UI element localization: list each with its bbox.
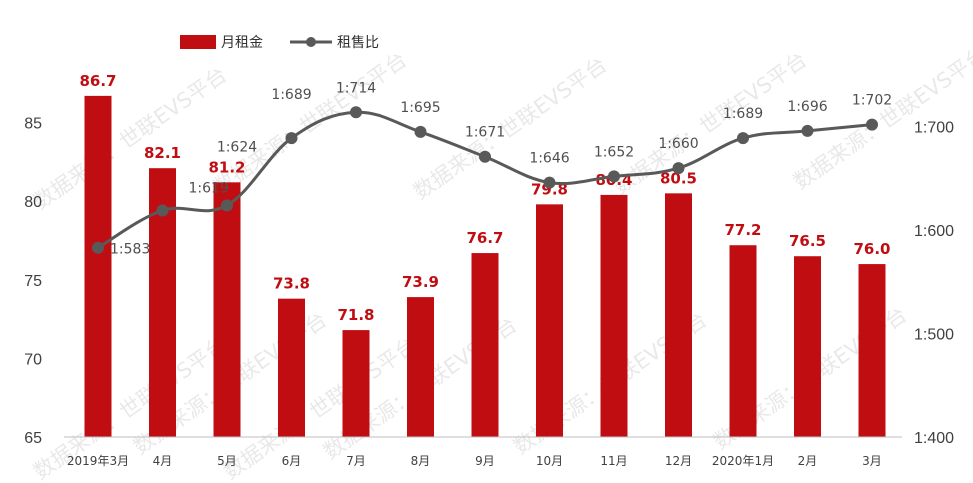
- x-tick-label: 9月: [475, 454, 495, 468]
- ratio-point: [221, 199, 233, 212]
- bar: [858, 264, 886, 437]
- x-tick-label: 6月: [282, 454, 302, 468]
- bar-value-label: 73.9: [402, 273, 439, 291]
- bar: [536, 204, 563, 437]
- left-tick-label: 80: [24, 194, 42, 211]
- bar-value-label: 76.0: [853, 240, 890, 258]
- bar: [213, 182, 241, 437]
- bar-value-label: 73.8: [273, 275, 310, 293]
- ratio-point: [350, 106, 362, 119]
- bar-value-label: 71.8: [337, 306, 374, 324]
- x-tick-label: 8月: [411, 454, 431, 468]
- right-tick-label: 1:400: [914, 430, 954, 447]
- bar-value-label: 80.5: [660, 169, 697, 187]
- bar-value-label: 76.7: [466, 229, 503, 247]
- ratio-point: [156, 204, 169, 217]
- bar: [407, 297, 434, 437]
- bar-value-label: 86.7: [79, 72, 116, 90]
- x-tick-label: 2月: [798, 454, 818, 468]
- ratio-point: [737, 132, 749, 145]
- bar: [665, 193, 692, 437]
- legend-bar-swatch: [180, 35, 216, 49]
- x-tick-label: 7月: [346, 454, 366, 468]
- left-tick-label: 75: [24, 273, 42, 290]
- right-tick-label: 1:600: [914, 223, 954, 240]
- x-tick-label: 5月: [217, 454, 237, 468]
- bar: [729, 245, 757, 437]
- legend-bar-label: 月租金: [221, 35, 263, 51]
- right-tick-label: 1:500: [914, 327, 954, 344]
- x-tick-label: 2020年1月: [712, 454, 774, 468]
- x-tick-label: 12月: [665, 454, 692, 468]
- left-tick-label: 85: [24, 116, 42, 133]
- bar: [794, 256, 821, 437]
- bar-value-labels: 86.782.181.273.871.873.976.779.880.480.5…: [79, 72, 890, 324]
- legend-line-label: 租售比: [337, 35, 379, 51]
- bar-value-label: 77.2: [724, 221, 761, 239]
- right-axis: 1:400 1:500 1:600 1:700: [914, 120, 954, 447]
- ratio-value-label: 1:689: [271, 87, 311, 103]
- ratio-value-label: 1:619: [189, 181, 229, 197]
- ratio-point: [801, 124, 814, 137]
- ratio-value-label: 1:702: [852, 93, 892, 109]
- ratio-value-label: 1:660: [658, 136, 698, 152]
- bar-value-label: 76.5: [789, 232, 826, 250]
- ratio-point: [285, 132, 298, 145]
- right-tick-label: 1:700: [914, 120, 954, 137]
- ratio-value-label: 1:671: [465, 125, 505, 141]
- bar-value-label: 82.1: [144, 144, 181, 162]
- ratio-value-label: 1:689: [723, 106, 763, 122]
- ratio-point: [866, 118, 878, 131]
- ratio-value-label: 1:695: [400, 100, 440, 116]
- x-tick-label: 4月: [153, 454, 173, 468]
- watermark-text: 数据来源：世联EVS平台: [209, 48, 411, 200]
- ratio-point: [608, 170, 620, 183]
- x-tick-label: 3月: [862, 454, 882, 468]
- ratio-point: [672, 162, 685, 175]
- left-tick-label: 65: [24, 430, 42, 447]
- x-tick-label: 10月: [536, 454, 563, 468]
- line-value-labels: 1:583 1:619 1:624 1:689 1:714 1:695 1:671 1:646…: [110, 80, 892, 257]
- x-tick-label: 11月: [600, 454, 627, 468]
- ratio-value-label: 1:652: [594, 144, 634, 160]
- ratio-value-label: 1:583: [110, 242, 150, 258]
- bar-series: [84, 95, 886, 438]
- bar: [471, 253, 499, 437]
- left-tick-label: 70: [24, 351, 42, 368]
- legend-line-marker: [306, 37, 316, 47]
- ratio-point: [92, 241, 104, 254]
- ratio-value-label: 1:646: [529, 151, 569, 167]
- bar-value-label: 81.2: [208, 158, 245, 176]
- left-axis: 65 70 75 80 85: [24, 116, 42, 447]
- x-tick-label: 2019年3月: [67, 454, 129, 468]
- bar: [84, 95, 112, 437]
- ratio-point: [414, 125, 427, 138]
- bar: [342, 330, 370, 437]
- line-series: [92, 106, 878, 254]
- legend: 月租金 租售比: [180, 35, 379, 51]
- watermark-text: 数据来源：世联EVS平台: [609, 48, 811, 200]
- ratio-value-label: 1:624: [217, 139, 257, 155]
- ratio-point: [543, 176, 556, 189]
- ratio-value-label: 1:714: [336, 80, 376, 96]
- watermark-text: 数据来源：世联EVS平台: [789, 43, 973, 195]
- bar: [600, 194, 628, 437]
- x-axis: 2019年3月 4月 5月 6月 7月 8月 9月 10月 11月 12月 2020年1月 2月 3月: [64, 436, 902, 468]
- ratio-value-label: 1:696: [787, 99, 827, 115]
- bar: [278, 298, 305, 437]
- ratio-point: [479, 150, 491, 163]
